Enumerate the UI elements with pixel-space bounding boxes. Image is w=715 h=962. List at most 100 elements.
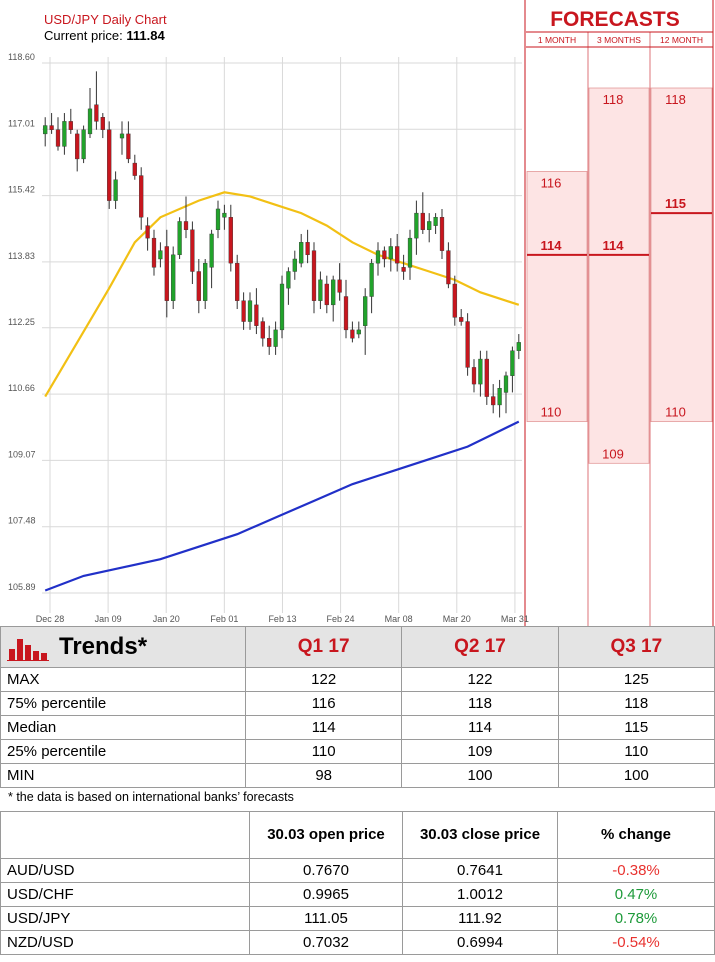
candle-body bbox=[171, 254, 176, 301]
prices-table: 30.03 open price 30.03 close price % cha… bbox=[0, 811, 715, 955]
y-tick-label: 107.48 bbox=[8, 516, 36, 526]
x-tick-label: Feb 01 bbox=[210, 614, 238, 624]
prices-row: USD/JPY 111.05 111.92 0.78% bbox=[0, 906, 715, 931]
candle-body bbox=[363, 296, 368, 326]
candle-body bbox=[299, 242, 304, 264]
forecast-low-label: 110 bbox=[541, 405, 562, 420]
trends-row: 25% percentile 110 109 110 bbox=[0, 739, 715, 764]
candle-body bbox=[62, 121, 67, 147]
forecast-high-label: 118 bbox=[603, 92, 624, 107]
candle-body bbox=[158, 250, 163, 260]
forecast-high-label: 118 bbox=[665, 92, 686, 107]
forecast-column-label: 12 MONTH bbox=[660, 35, 703, 45]
candle-body bbox=[414, 212, 419, 239]
x-tick-label: Mar 08 bbox=[385, 614, 413, 624]
cell-value: 122 bbox=[244, 667, 403, 692]
candle-body bbox=[439, 217, 445, 251]
candle-body bbox=[107, 129, 112, 201]
candle-body bbox=[420, 212, 425, 230]
forecast-column-label: 1 MONTH bbox=[538, 35, 576, 45]
prices-row: USD/CHF 0.9965 1.0012 0.47% bbox=[0, 882, 715, 907]
x-tick-label: Jan 09 bbox=[95, 614, 122, 624]
forecast-range-box bbox=[526, 171, 588, 423]
open-price: 0.9965 bbox=[249, 882, 403, 907]
y-tick-label: 118.60 bbox=[8, 52, 35, 62]
trends-table: Trends* Q1 17 Q2 17 Q3 17 MAX 122 122 12… bbox=[0, 626, 715, 788]
prices-row: AUD/USD 0.7670 0.7641 -0.38% bbox=[0, 858, 715, 883]
candle-body bbox=[491, 396, 496, 406]
candle-body bbox=[382, 250, 387, 260]
footnote: * the data is based on international ban… bbox=[8, 790, 294, 804]
candle-body bbox=[235, 262, 240, 301]
candle-body bbox=[228, 217, 233, 264]
y-tick-label: 109.07 bbox=[8, 449, 36, 459]
row-label: MIN bbox=[0, 763, 246, 788]
prices-header-row: 30.03 open price 30.03 close price % cha… bbox=[0, 811, 715, 859]
prices-header-pair bbox=[0, 811, 250, 859]
candle-body bbox=[311, 250, 317, 301]
forecast-range-box bbox=[650, 87, 713, 423]
candle-body bbox=[126, 133, 131, 160]
y-tick-label: 117.01 bbox=[8, 118, 35, 128]
candle-body bbox=[49, 125, 54, 130]
candle-body bbox=[215, 208, 221, 230]
candle-body bbox=[273, 329, 278, 347]
candle-body bbox=[241, 300, 246, 322]
candle-body bbox=[343, 296, 349, 331]
y-tick-label: 105.89 bbox=[8, 582, 36, 592]
y-tick-label: 113.83 bbox=[8, 251, 35, 261]
candle-body bbox=[459, 317, 464, 322]
percent-change: -0.54% bbox=[557, 930, 715, 955]
x-tick-label: Feb 24 bbox=[327, 614, 355, 624]
candle-body bbox=[139, 175, 144, 218]
candle-body bbox=[267, 338, 272, 347]
prices-header-change: % change bbox=[557, 811, 715, 859]
forecast-range-box bbox=[588, 87, 650, 464]
pair-label: AUD/USD bbox=[0, 858, 250, 883]
candle-body bbox=[286, 271, 291, 289]
x-tick-label: Dec 28 bbox=[36, 614, 65, 624]
candle-body bbox=[305, 242, 310, 256]
cell-value: 115 bbox=[557, 715, 715, 740]
candle-body bbox=[478, 358, 483, 385]
pair-label: USD/JPY bbox=[0, 906, 250, 931]
forecast-low-label: 110 bbox=[665, 405, 686, 420]
x-tick-label: Mar 20 bbox=[443, 614, 471, 624]
cell-value: 110 bbox=[557, 739, 715, 764]
close-price: 1.0012 bbox=[402, 882, 558, 907]
candle-body bbox=[292, 258, 297, 272]
candle-body bbox=[203, 262, 208, 301]
cell-value: 122 bbox=[401, 667, 559, 692]
cell-value: 114 bbox=[401, 715, 559, 740]
y-tick-label: 112.25 bbox=[8, 317, 35, 327]
trends-row: Median 114 114 115 bbox=[0, 715, 715, 740]
current-price-label: Current price: 111.84 bbox=[44, 28, 165, 43]
trends-col-q2: Q2 17 bbox=[401, 626, 559, 668]
row-label: 25% percentile bbox=[0, 739, 246, 764]
cell-value: 100 bbox=[401, 763, 559, 788]
candle-body bbox=[43, 125, 48, 135]
y-tick-label: 115.42 bbox=[8, 185, 35, 195]
candle-body bbox=[395, 246, 400, 264]
trends-col-q1: Q1 17 bbox=[244, 626, 403, 668]
candle-body bbox=[100, 117, 105, 130]
candle-body bbox=[75, 133, 80, 160]
candle-body bbox=[503, 375, 509, 393]
x-tick-label: Mar 31 bbox=[501, 614, 529, 624]
candle-body bbox=[337, 279, 342, 293]
x-tick-label: Feb 13 bbox=[268, 614, 296, 624]
percent-change: 0.47% bbox=[557, 882, 715, 907]
trends-row: 75% percentile 116 118 118 bbox=[0, 691, 715, 716]
candle-body bbox=[484, 358, 489, 397]
candle-body bbox=[113, 179, 118, 201]
trends-row: MAX 122 122 125 bbox=[0, 667, 715, 692]
candle-body bbox=[209, 233, 214, 268]
candle-body bbox=[132, 162, 137, 176]
candle-body bbox=[452, 283, 457, 318]
candle-body bbox=[331, 279, 336, 306]
forecasts-title: FORECASTS bbox=[550, 8, 680, 31]
candle-body bbox=[318, 279, 323, 301]
close-price: 111.92 bbox=[402, 906, 558, 931]
forecast-median-label: 115 bbox=[665, 196, 686, 211]
candle-body bbox=[427, 221, 432, 230]
